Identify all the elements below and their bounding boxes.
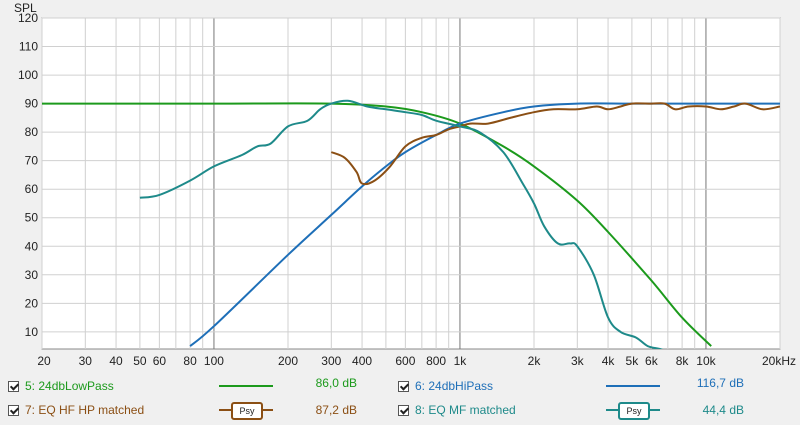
x-tick-label: 10k bbox=[696, 354, 716, 368]
y-tick-label: 120 bbox=[18, 11, 38, 25]
y-tick-label: 50 bbox=[25, 211, 39, 225]
x-tick-label: 5k bbox=[626, 354, 640, 368]
x-tick-label: 100 bbox=[204, 354, 224, 368]
legend-label: 6: 24dbHiPass bbox=[415, 379, 494, 393]
legend-label: 7: EQ HF HP matched bbox=[25, 403, 145, 417]
legend-item-lowpass[interactable]: 5: 24dbLowPass bbox=[8, 376, 114, 396]
x-tick-label: 30 bbox=[79, 354, 93, 368]
legend-item-eq-mf[interactable]: 8: EQ MF matched bbox=[398, 400, 516, 420]
series-swatch bbox=[606, 385, 660, 387]
legend: 5: 24dbLowPass 86,0 dB 6: 24dbHiPass 116… bbox=[0, 372, 800, 425]
checkbox[interactable] bbox=[8, 380, 19, 392]
y-axis-label: SPL bbox=[14, 1, 37, 15]
x-tick-label: 4k bbox=[602, 354, 616, 368]
x-tick-label: 600 bbox=[395, 354, 415, 368]
psy-swatch: Psy bbox=[219, 402, 273, 420]
legend-value: 44,4 dB bbox=[702, 403, 744, 417]
y-axis-ticks: 10 20 30 40 50 60 70 80 90 100 110 120 bbox=[18, 11, 38, 339]
legend-value: 87,2 dB bbox=[315, 403, 357, 417]
x-tick-label: 40 bbox=[109, 354, 123, 368]
series-layer bbox=[42, 99, 780, 349]
legend-value: 116,7 dB bbox=[696, 376, 744, 390]
legend-value: 86,0 dB bbox=[315, 376, 357, 390]
x-tick-label: 2k bbox=[528, 354, 542, 368]
psy-label: Psy bbox=[618, 402, 650, 420]
y-tick-label: 60 bbox=[25, 182, 39, 196]
y-tick-label: 100 bbox=[18, 68, 38, 82]
x-tick-label: 800 bbox=[426, 354, 446, 368]
y-tick-label: 40 bbox=[25, 239, 39, 253]
y-tick-label: 20 bbox=[25, 296, 39, 310]
series-swatch bbox=[219, 385, 273, 387]
x-axis-ticks: 20 30 40 50 60 80 100 200 300 400 600 800 1k 2k 3k 4k 5k… bbox=[37, 354, 796, 368]
psy-swatch: Psy bbox=[606, 402, 660, 420]
x-tick-label: 200 bbox=[278, 354, 298, 368]
x-tick-label: 6k bbox=[645, 354, 659, 368]
x-tick-label: 20kHz bbox=[762, 354, 796, 368]
x-tick-label: 60 bbox=[153, 354, 167, 368]
spl-frequency-chart: SPL 10 20 30 40 50 60 70 80 90 100 110 120 20 30 40 50… bbox=[14, 1, 796, 368]
checkbox[interactable] bbox=[8, 404, 19, 416]
psy-label: Psy bbox=[231, 402, 263, 420]
x-tick-label: 1k bbox=[454, 354, 468, 368]
x-tick-label: 400 bbox=[352, 354, 372, 368]
y-tick-label: 110 bbox=[19, 40, 38, 54]
y-tick-label: 80 bbox=[25, 125, 39, 139]
series-line-8 bbox=[139, 99, 664, 349]
x-tick-label: 20 bbox=[37, 354, 51, 368]
x-tick-label: 300 bbox=[321, 354, 341, 368]
x-tick-label: 8k bbox=[676, 354, 690, 368]
legend-item-eq-hf[interactable]: 7: EQ HF HP matched bbox=[8, 400, 144, 420]
checkbox[interactable] bbox=[398, 404, 409, 416]
y-tick-label: 30 bbox=[25, 268, 39, 282]
legend-item-hipass[interactable]: 6: 24dbHiPass bbox=[398, 376, 493, 396]
plot-background bbox=[41, 17, 781, 350]
x-tick-label: 80 bbox=[183, 354, 197, 368]
y-tick-label: 70 bbox=[25, 154, 39, 168]
y-tick-label: 90 bbox=[25, 97, 39, 111]
legend-label: 5: 24dbLowPass bbox=[25, 379, 114, 393]
checkbox[interactable] bbox=[398, 380, 409, 392]
y-tick-label: 10 bbox=[25, 325, 39, 339]
x-tick-label: 50 bbox=[133, 354, 147, 368]
x-tick-label: 3k bbox=[571, 354, 585, 368]
legend-label: 8: EQ MF matched bbox=[415, 403, 516, 417]
series-line-7 bbox=[330, 102, 780, 186]
